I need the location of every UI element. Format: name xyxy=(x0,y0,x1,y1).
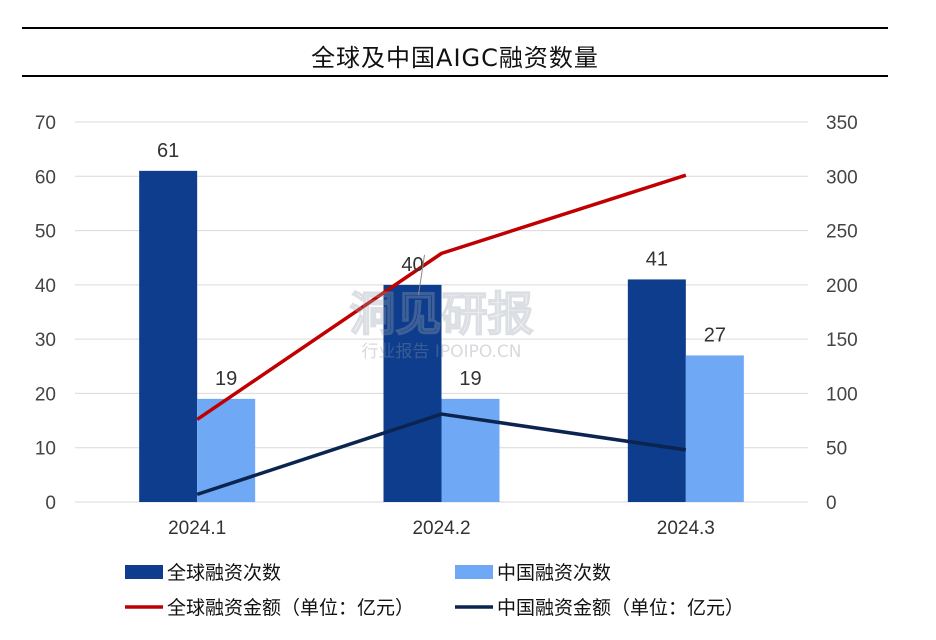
bar-data-label: 27 xyxy=(704,324,726,346)
right-axis-tick: 250 xyxy=(826,222,858,243)
chart-title: 全球及中国AIGC融资数量 xyxy=(311,44,599,72)
bars xyxy=(139,170,744,502)
bar-data-label: 19 xyxy=(215,368,237,390)
label-leader-line xyxy=(418,254,425,295)
line-china-amount xyxy=(196,412,687,497)
bar-data-label: 40 xyxy=(401,254,423,276)
right-axis-tick: 150 xyxy=(826,330,858,351)
left-axis-tick: 0 xyxy=(45,493,56,514)
bar-china-count xyxy=(685,355,744,502)
right-axis-tick: 200 xyxy=(826,276,858,297)
left-axis-tick: 70 xyxy=(35,113,56,134)
line-global-amount xyxy=(196,173,687,421)
bar-global-count xyxy=(383,284,442,502)
right-axis-tick: 300 xyxy=(826,167,858,188)
bar-data-label: 61 xyxy=(157,140,179,162)
legend-swatch xyxy=(125,565,163,579)
bar-data-label: 41 xyxy=(646,248,668,270)
data-labels: 61 40 41 19 19 27 xyxy=(157,140,726,390)
legend-label: 中国融资次数 xyxy=(497,562,611,584)
legend-label: 全球融资次数 xyxy=(167,562,281,584)
right-axis-tick: 50 xyxy=(826,439,847,460)
left-axis-tick: 60 xyxy=(35,167,56,188)
watermark-sub-text: 行业报告 IPOIPO.CN xyxy=(362,342,522,362)
watermark-main-text: 洞见研报 xyxy=(350,287,534,341)
left-axis-tick: 30 xyxy=(35,330,56,351)
x-axis-tick: 2024.3 xyxy=(657,518,715,539)
bar-data-label: 19 xyxy=(459,368,481,390)
left-axis-tick: 20 xyxy=(35,384,56,405)
left-axis-tick: 50 xyxy=(35,222,56,243)
right-axis-tick: 100 xyxy=(826,384,858,405)
x-axis-tick: 2024.2 xyxy=(412,518,470,539)
bar-global-count xyxy=(627,279,686,502)
axis-ticks: 0 10 20 30 40 50 60 70 0 50 100 150 200 250 300 350 2024… xyxy=(35,113,858,539)
bar-global-count xyxy=(139,170,198,502)
lines xyxy=(196,173,687,497)
legend-swatch xyxy=(455,565,493,579)
left-axis-tick: 40 xyxy=(35,276,56,297)
right-axis-tick: 350 xyxy=(826,113,858,134)
right-axis-tick: 0 xyxy=(826,493,837,514)
left-axis-tick: 10 xyxy=(35,439,56,460)
legend-label: 全球融资金额（单位：亿元） xyxy=(167,597,414,619)
x-axis-tick: 2024.1 xyxy=(168,518,226,539)
legend-label: 中国融资金额（单位：亿元） xyxy=(497,597,744,619)
title-band: 全球及中国AIGC融资数量 xyxy=(22,27,888,77)
